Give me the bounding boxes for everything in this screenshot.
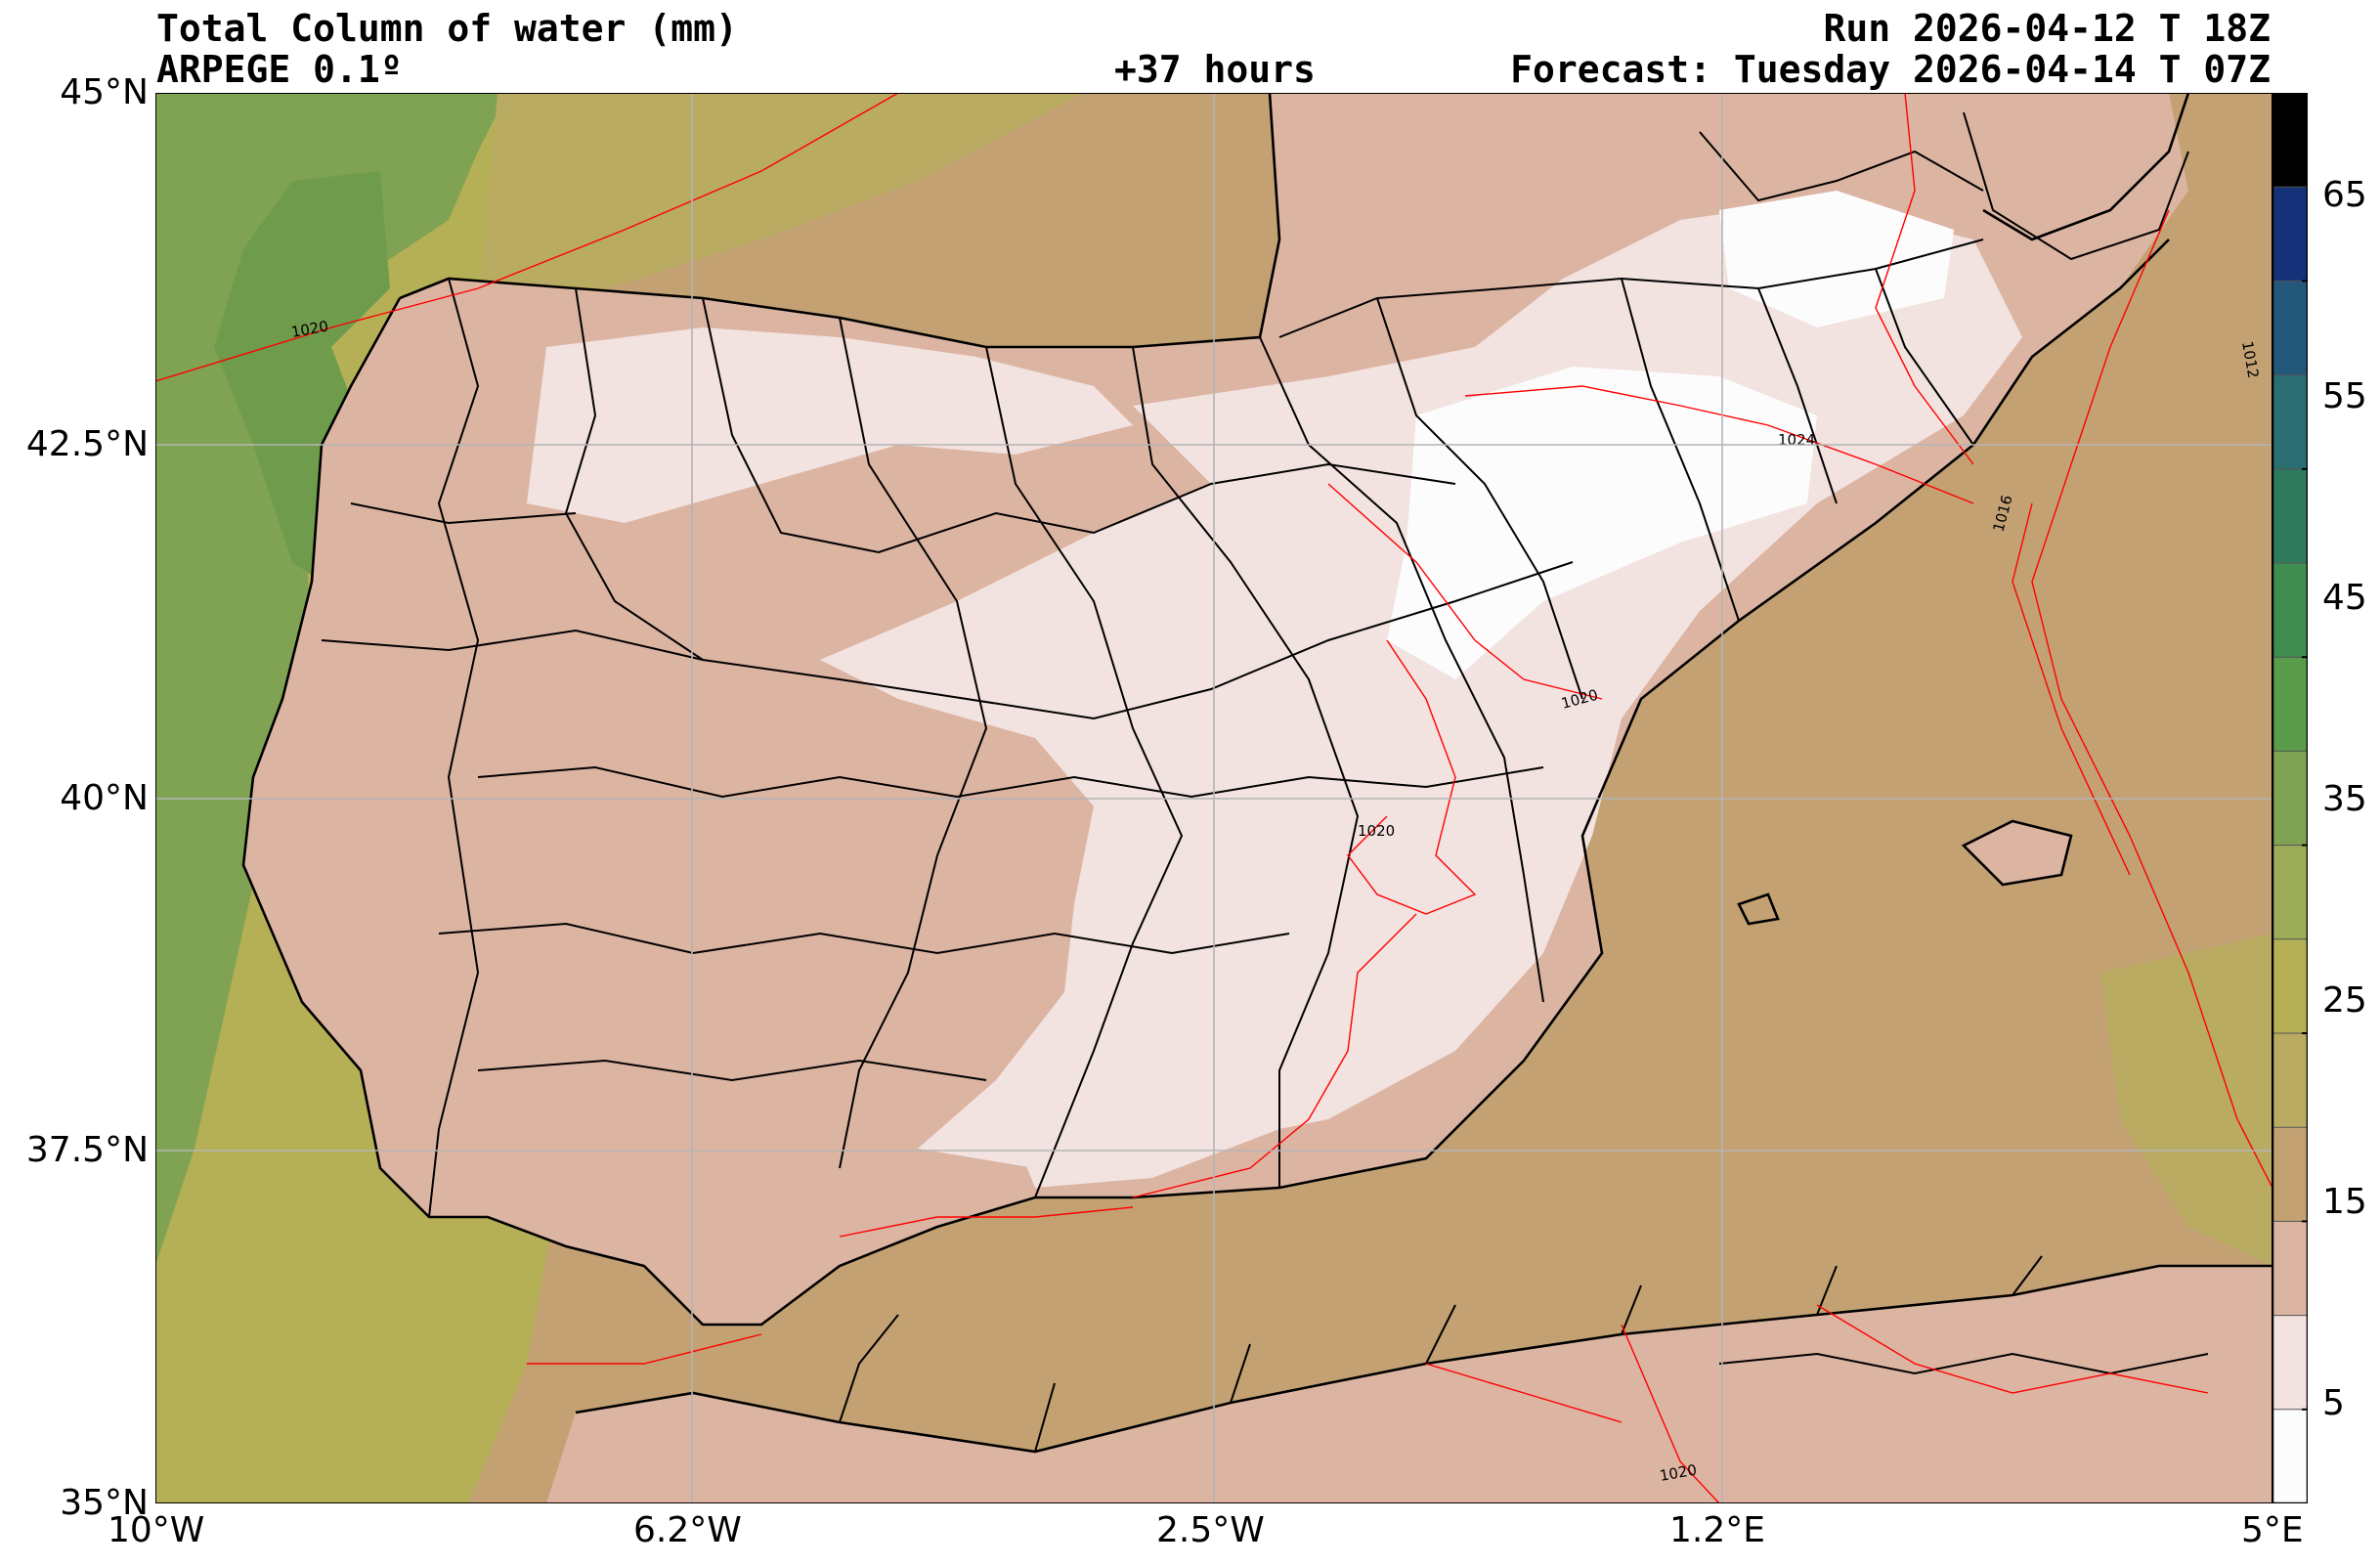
colorbar-tick: 35 [2322, 779, 2367, 819]
isobar-label: 1024 [1778, 431, 1815, 449]
colorbar-tick: 15 [2322, 1182, 2367, 1222]
colorbar-tick: 5 [2322, 1383, 2345, 1423]
colorbar-tick: 65 [2322, 175, 2367, 215]
lon-tick: 1.2°E [1669, 1510, 1765, 1550]
isobar-label: 1020 [1358, 822, 1395, 840]
south-very-dry-field [996, 1051, 1279, 1188]
colorbar-segment [2272, 1221, 2308, 1317]
colorbar-segment [2272, 468, 2308, 564]
colorbar-segment [2272, 563, 2308, 658]
forecast-label: Forecast: Tuesday 2026-04-14 T 07Z [1510, 48, 2271, 91]
biscay-moist-field [478, 93, 1084, 318]
colorbar-tick: 55 [2322, 376, 2367, 416]
lead-time-label: +37 hours [1114, 48, 1316, 91]
admin-borders [321, 111, 2209, 1453]
lon-tick: 6.2°W [633, 1510, 742, 1550]
lon-tick: 10°W [108, 1510, 205, 1550]
model-label: ARPEGE 0.1º [156, 48, 403, 91]
colorbar-segment [2272, 938, 2308, 1034]
run-label: Run 2026-04-12 T 18Z [1823, 7, 2271, 50]
lat-tick: 42.5°N [25, 424, 149, 464]
map-title: Total Column of water (mm) [156, 7, 738, 50]
med-east-field [2100, 934, 2272, 1266]
north-very-dry-field [527, 327, 1133, 523]
colorbar-segment [2272, 374, 2308, 470]
colorbar-segment [2272, 845, 2308, 940]
water-column-map: 1020 1020 1020 1016 1012 1024 1020 [155, 93, 2272, 1503]
isobars [155, 93, 2272, 1503]
colorbar-tick: 25 [2322, 980, 2367, 1021]
lon-tick: 5°E [2241, 1510, 2304, 1550]
lat-tick: 37.5°N [25, 1130, 149, 1170]
colorbar-segment [2272, 751, 2308, 847]
colorbar-segment [2272, 657, 2308, 752]
colorbar-segment [2272, 1315, 2308, 1411]
gridlines [155, 93, 2272, 1503]
northeast-dry-core [1719, 191, 1954, 327]
lat-tick: 45°N [60, 72, 149, 112]
colorbar-segment [2272, 187, 2308, 282]
colorbar-segment [2272, 1409, 2308, 1503]
colorbar-frame [2272, 93, 2308, 1503]
colorbar-segment [2272, 93, 2308, 188]
colorbar-segment [2272, 281, 2308, 376]
balearic-land [1964, 821, 2071, 885]
lat-tick: 35°N [60, 1483, 149, 1523]
lon-tick: 2.5°W [1156, 1510, 1265, 1550]
colorbar [2272, 93, 2308, 1503]
colorbar-tick: 45 [2322, 578, 2367, 618]
colorbar-segment [2272, 1127, 2308, 1222]
colorbar-segment [2272, 1033, 2308, 1128]
lat-tick: 40°N [60, 778, 149, 818]
